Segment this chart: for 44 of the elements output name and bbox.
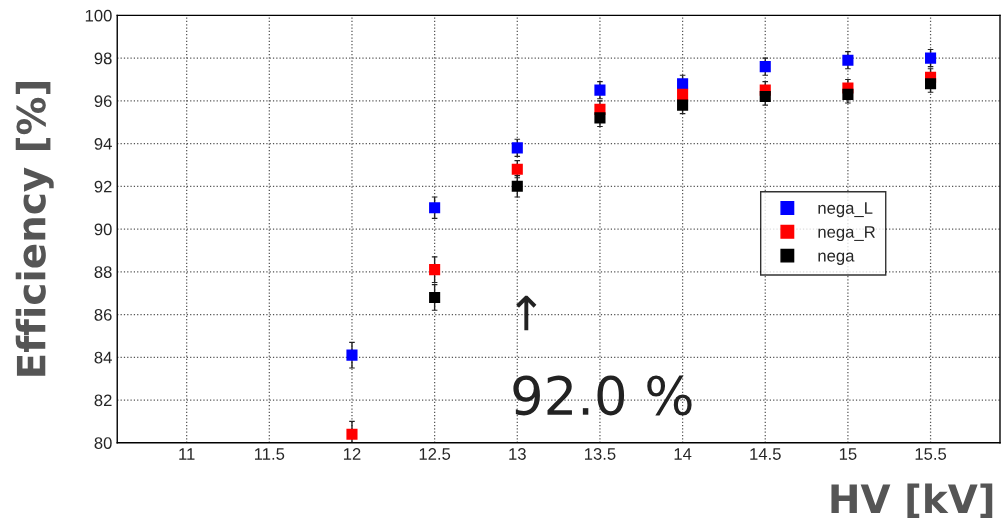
y-tick-label: 86	[94, 308, 112, 321]
point	[842, 54, 854, 66]
x-axis-title: HV [kV]	[831, 483, 993, 519]
x-tick-label: 12.5	[419, 448, 451, 460]
x-tick-label: 14	[674, 448, 692, 460]
x-tick-label: 13.5	[585, 448, 616, 460]
legend-label: nega_R	[818, 226, 875, 242]
y-tick-label: 92	[94, 180, 112, 193]
point	[594, 112, 606, 124]
point	[429, 291, 441, 303]
x-tick-label: 11.5	[254, 448, 285, 460]
y-tick-label: 94	[94, 137, 112, 150]
y-tick-label: 88	[94, 266, 112, 278]
point	[346, 428, 358, 440]
y-tick-label: 100	[85, 9, 112, 22]
point	[511, 142, 523, 154]
point	[511, 180, 523, 192]
point	[429, 202, 441, 214]
y-tick-label: 96	[94, 95, 112, 108]
point	[677, 88, 689, 100]
legend-label: nega	[818, 252, 855, 265]
x-tick-label: 14.5	[750, 448, 781, 460]
y-tick-label: 90	[94, 223, 112, 236]
point	[759, 61, 771, 73]
point	[925, 52, 937, 64]
point	[759, 91, 771, 103]
y-axis-title: Efficiency [%]	[15, 82, 54, 376]
x-tick-label: 15.5	[915, 448, 947, 460]
point	[594, 84, 606, 96]
point	[429, 264, 441, 276]
x-tick-label: 11	[179, 448, 195, 460]
y-tick-label: 80	[94, 437, 112, 449]
point	[842, 88, 854, 100]
x-tick-label: 15	[839, 448, 857, 460]
y-tick-label: 84	[94, 351, 112, 364]
y-tick-label: 98	[94, 52, 112, 65]
annotation: 92.0 %	[513, 375, 692, 416]
point	[346, 349, 358, 361]
legend-label: nega_L	[818, 202, 873, 218]
annotation: ↑	[516, 295, 537, 331]
point	[511, 163, 523, 175]
x-tick-label: 12	[343, 448, 361, 460]
y-tick-label: 82	[94, 394, 112, 407]
x-tick-label: 13	[509, 448, 526, 460]
